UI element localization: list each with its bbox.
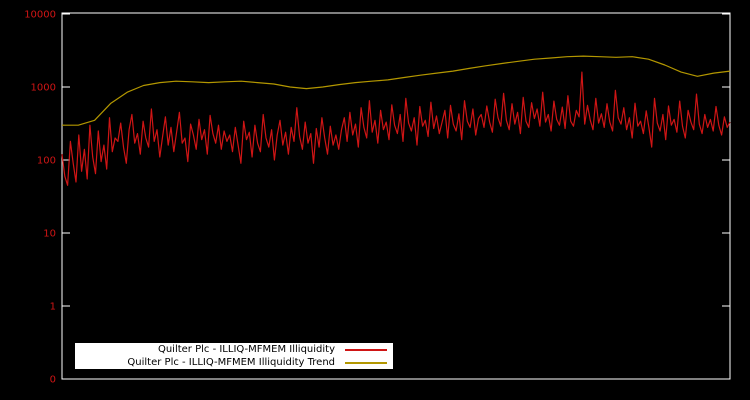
y-tick-label: 1000 (31, 83, 56, 94)
legend-line-sample-illiquidity (345, 348, 387, 351)
series-illiquidity-line (61, 71, 731, 186)
legend-label-trend: Quilter Plc - ILLIQ-MFMEM Illiquidity Tr… (127, 357, 335, 368)
plot-border (61, 12, 731, 380)
series-trend-line (62, 55, 731, 126)
y-tick-label: 1 (50, 302, 56, 313)
y-tick-label: 10000 (24, 10, 56, 21)
y-tick-label: 100 (37, 156, 56, 167)
y-tick-label: 10 (43, 229, 56, 240)
legend-item-illiquidity: Quilter Plc - ILLIQ-MFMEM Illiquidity (75, 343, 393, 356)
legend-label-illiquidity: Quilter Plc - ILLIQ-MFMEM Illiquidity (157, 344, 335, 355)
legend-line-sample-trend (345, 361, 387, 364)
chart-legend: Quilter Plc - ILLIQ-MFMEM Illiquidity Qu… (75, 343, 393, 369)
y-tick-label: 0 (50, 375, 56, 386)
legend-item-trend: Quilter Plc - ILLIQ-MFMEM Illiquidity Tr… (75, 356, 393, 369)
